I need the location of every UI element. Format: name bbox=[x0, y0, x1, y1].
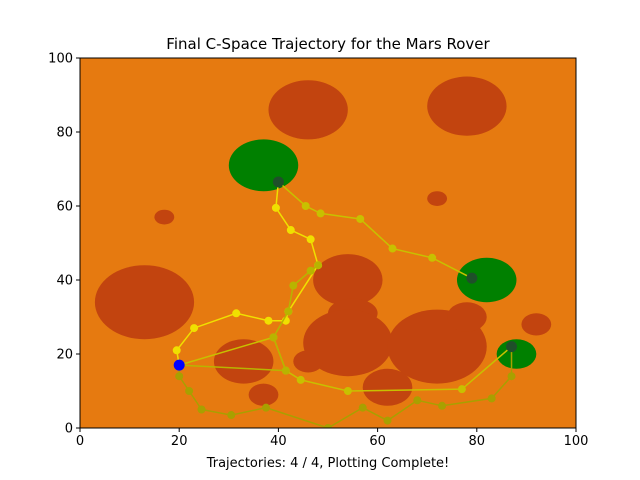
x-tick-label: 60 bbox=[369, 434, 386, 449]
y-tick-label: 100 bbox=[48, 52, 73, 67]
trajectory-point bbox=[284, 307, 293, 316]
trajectory-point bbox=[487, 394, 496, 403]
y-tick-label: 20 bbox=[56, 348, 73, 363]
trajectory-point bbox=[324, 424, 332, 428]
chart-title: Final C-Space Trajectory for the Mars Ro… bbox=[166, 35, 490, 53]
trajectory-point bbox=[296, 375, 305, 384]
plot-frame bbox=[79, 57, 577, 429]
x-tick-label: 20 bbox=[171, 434, 188, 449]
x-axis-label: Trajectories: 4 / 4, Plotting Complete! bbox=[206, 456, 450, 471]
trajectory-point bbox=[306, 235, 315, 244]
obstacle bbox=[427, 76, 507, 136]
start-marker bbox=[173, 359, 185, 371]
obstacle bbox=[427, 191, 448, 207]
obstacle bbox=[268, 80, 348, 140]
trajectory-point bbox=[262, 403, 270, 412]
goal-marker bbox=[466, 272, 478, 284]
trajectory-point bbox=[343, 387, 352, 395]
trajectory-point bbox=[264, 316, 273, 325]
trajectory-point bbox=[428, 253, 437, 262]
obstacle bbox=[313, 254, 383, 306]
trajectory-point bbox=[438, 401, 447, 410]
trajectory-point bbox=[175, 372, 184, 381]
obstacle bbox=[447, 302, 487, 332]
trajectory-point bbox=[383, 416, 392, 425]
trajectory-point bbox=[507, 372, 516, 381]
trajectory-point bbox=[227, 411, 236, 420]
trajectory-point bbox=[197, 405, 206, 414]
trajectory-point bbox=[190, 324, 199, 333]
x-tick-label: 0 bbox=[76, 434, 84, 449]
trajectory-point bbox=[172, 346, 181, 355]
trajectory-point bbox=[413, 396, 422, 405]
goal-region bbox=[228, 139, 299, 192]
goal-marker bbox=[506, 341, 518, 353]
plot-area bbox=[94, 76, 552, 428]
x-tick-label: 80 bbox=[469, 434, 486, 449]
x-tick-label: 40 bbox=[270, 434, 287, 449]
trajectory-point bbox=[289, 281, 298, 290]
trajectory-point bbox=[356, 214, 365, 223]
trajectory-point bbox=[457, 385, 466, 394]
goal-region bbox=[456, 257, 517, 303]
obstacle bbox=[293, 350, 324, 373]
obstacle bbox=[303, 309, 393, 377]
goal-marker bbox=[272, 176, 284, 188]
obstacle bbox=[248, 383, 279, 406]
trajectory-point bbox=[185, 387, 194, 395]
y-tick-label: 0 bbox=[65, 422, 73, 437]
trajectory-point bbox=[316, 209, 325, 218]
trajectory-line bbox=[175, 181, 319, 366]
y-tick-label: 60 bbox=[56, 200, 73, 215]
trajectory-point bbox=[271, 203, 280, 212]
trajectory-point bbox=[286, 226, 295, 235]
obstacle bbox=[362, 368, 413, 406]
obstacle bbox=[154, 209, 175, 225]
obstacle bbox=[94, 265, 195, 340]
trajectory-point bbox=[306, 266, 315, 275]
trajectory-point bbox=[358, 403, 367, 412]
axes: 0 20 40 60 80 100 0 20 40 60 80 100 bbox=[48, 52, 588, 450]
y-tick-label: 40 bbox=[56, 274, 73, 289]
obstacle bbox=[521, 313, 552, 336]
trajectory-point bbox=[301, 202, 310, 210]
trajectory-point bbox=[269, 333, 278, 342]
x-tick-label: 100 bbox=[564, 434, 589, 449]
trajectory-point bbox=[281, 366, 290, 375]
y-tick-label: 80 bbox=[56, 126, 73, 141]
trajectory-point bbox=[388, 244, 397, 253]
trajectory-point bbox=[232, 309, 241, 318]
trajectory-point bbox=[314, 261, 323, 270]
